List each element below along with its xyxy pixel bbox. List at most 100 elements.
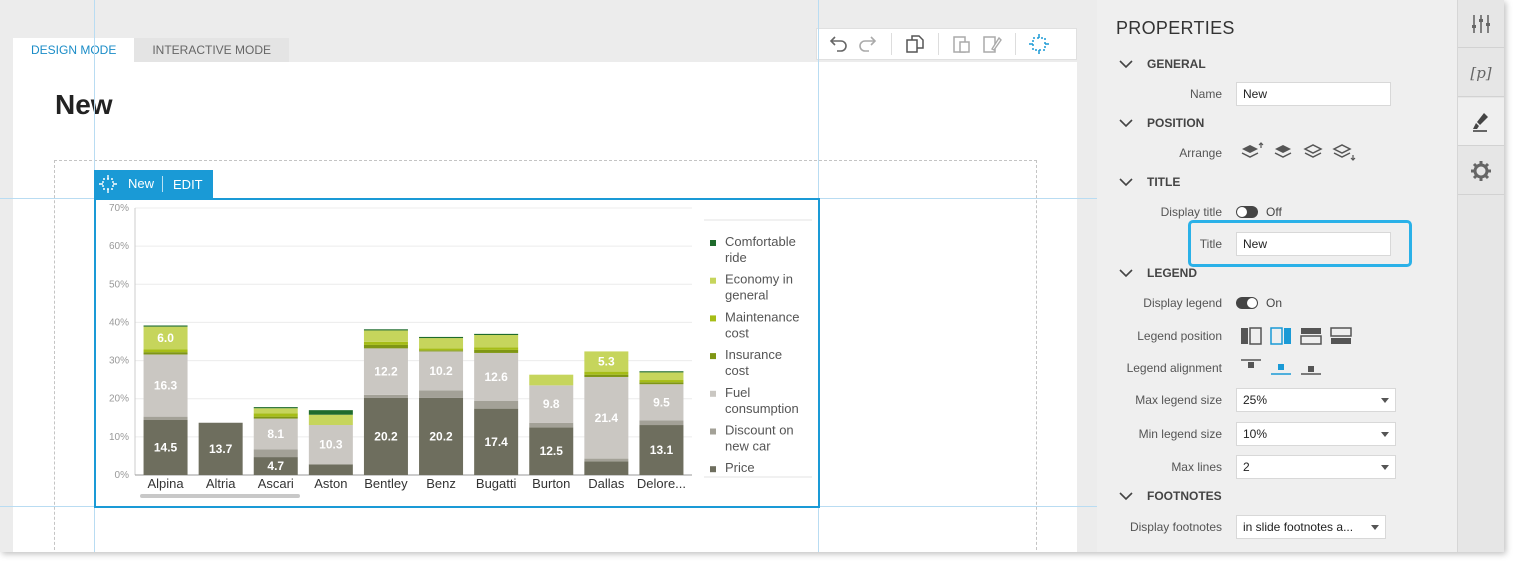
x-tick-label: Aston [314,476,347,491]
copy-icon[interactable] [900,30,930,58]
bar-segment [253,408,298,414]
bar-segment [308,425,353,465]
rail-properties[interactable] [1458,98,1504,146]
section-footnotes-label: FOOTNOTES [1147,489,1222,503]
bring-forward-icon[interactable] [1272,142,1294,162]
section-general-label: GENERAL [1147,57,1206,71]
y-tick-label: 50% [109,279,129,290]
legend-label: Price [725,460,755,475]
bar-segment [474,352,519,402]
section-title-label: TITLE [1147,175,1181,189]
min-legend-size-select[interactable]: 10% [1236,422,1396,446]
tab-design-mode[interactable]: DESIGN MODE [13,38,135,62]
x-tick-label: Alpina [147,476,184,491]
edit-chart-button[interactable]: EDIT [173,176,203,192]
rail-parameters[interactable]: [p] [1458,49,1504,97]
bring-to-front-icon[interactable] [1240,142,1264,162]
rail-settings[interactable] [1458,147,1504,195]
max-lines-select[interactable]: 2 [1236,455,1396,479]
section-general-header[interactable]: GENERAL [1119,57,1206,71]
horizontal-scrollbar [140,494,300,498]
display-footnotes-select[interactable]: in slide footnotes a... [1236,515,1386,539]
section-position-header[interactable]: POSITION [1119,116,1204,130]
display-footnotes-value: in slide footnotes a... [1243,520,1354,534]
legend-label: Insurance [725,347,782,362]
align-middle-icon[interactable] [1270,358,1292,376]
paste-format-icon[interactable] [977,30,1007,58]
chart-tag[interactable]: New EDIT [94,170,213,198]
bar-segment [253,457,298,475]
legend-left-icon[interactable] [1240,327,1262,345]
legend-top-icon[interactable] [1300,327,1322,345]
rail-settings-sliders[interactable] [1458,0,1504,48]
bar-segment [143,325,188,327]
y-tick-label: 20% [109,394,129,405]
max-legend-size-select[interactable]: 25% [1236,388,1396,412]
bar-segment [253,418,298,450]
display-legend-toggle[interactable] [1236,297,1258,309]
side-icon-rail: [p] [1457,0,1504,552]
display-title-state: Off [1266,205,1282,219]
section-legend-header[interactable]: LEGEND [1119,266,1197,280]
bar-segment [363,330,408,342]
display-legend-state: On [1266,296,1283,310]
send-backward-icon[interactable] [1302,142,1324,162]
title-label: Title [1199,237,1222,251]
toolbar-divider [938,33,939,55]
toolbar-divider [891,33,892,55]
slide-title[interactable]: New [55,89,113,120]
bar-segment [529,422,574,428]
x-tick-label: Altria [206,476,236,491]
bar-segment [474,349,519,353]
bar-segment [529,427,574,475]
legend-swatch [710,428,716,435]
bar-segment [639,425,684,475]
y-tick-label: 70% [109,203,129,214]
bar-segment [584,351,629,372]
data-label: 12.2 [374,365,398,379]
select-object-icon[interactable] [94,170,122,198]
stacked-bar-chart[interactable]: 0% 10% 20% 30% 40% 50% 60% 70% Alpina Altria Ascar… [94,198,820,508]
bar-segment [584,376,629,459]
section-legend-label: LEGEND [1147,266,1198,280]
send-to-back-icon[interactable] [1332,142,1356,162]
data-label: 8.1 [267,427,284,441]
display-title-toggle[interactable] [1236,206,1258,218]
align-top-icon[interactable] [1240,358,1262,376]
section-title-header[interactable]: TITLE [1119,175,1180,189]
section-footnotes-header[interactable]: FOOTNOTES [1119,489,1222,503]
legend-swatch [710,277,716,284]
redo-icon[interactable] [853,30,883,58]
undo-icon[interactable] [823,30,853,58]
bar-segment [474,347,519,350]
bar-segment [308,410,353,415]
name-field[interactable]: New [1236,82,1391,106]
legend-right-icon[interactable] [1270,327,1292,345]
min-legend-size-label: Min legend size [1138,427,1222,441]
legend-alignment-icons [1240,358,1322,376]
align-bottom-icon[interactable] [1300,358,1322,376]
data-label: 10.3 [319,438,343,452]
arrange-label: Arrange [1179,146,1222,160]
legend-label: general [725,288,768,303]
bar-segment [143,354,188,417]
bar-segment [529,385,574,423]
legend-bottom-icon[interactable] [1330,327,1352,345]
app-window: DESIGN MODE INTERACTIVE MODE New [0,0,1504,552]
properties-panel: PROPERTIES GENERAL Name New POSITION Arr… [1097,0,1457,552]
bar-segment [474,333,519,336]
bar-segment [419,351,464,391]
paste-icon[interactable] [947,30,977,58]
bar-segment [584,371,629,375]
data-label: 16.3 [154,379,178,393]
bar-segment [474,401,519,409]
bar-segment [474,408,519,475]
x-tick-label: Delore... [637,476,686,491]
select-object-icon[interactable] [1024,30,1054,58]
title-field[interactable]: New [1236,232,1391,256]
canvas-toolbar [816,28,1077,60]
bar-segment [363,348,408,395]
tab-interactive-mode[interactable]: INTERACTIVE MODE [134,38,290,62]
max-legend-size-label: Max legend size [1135,393,1222,407]
bar-segment [253,416,298,419]
